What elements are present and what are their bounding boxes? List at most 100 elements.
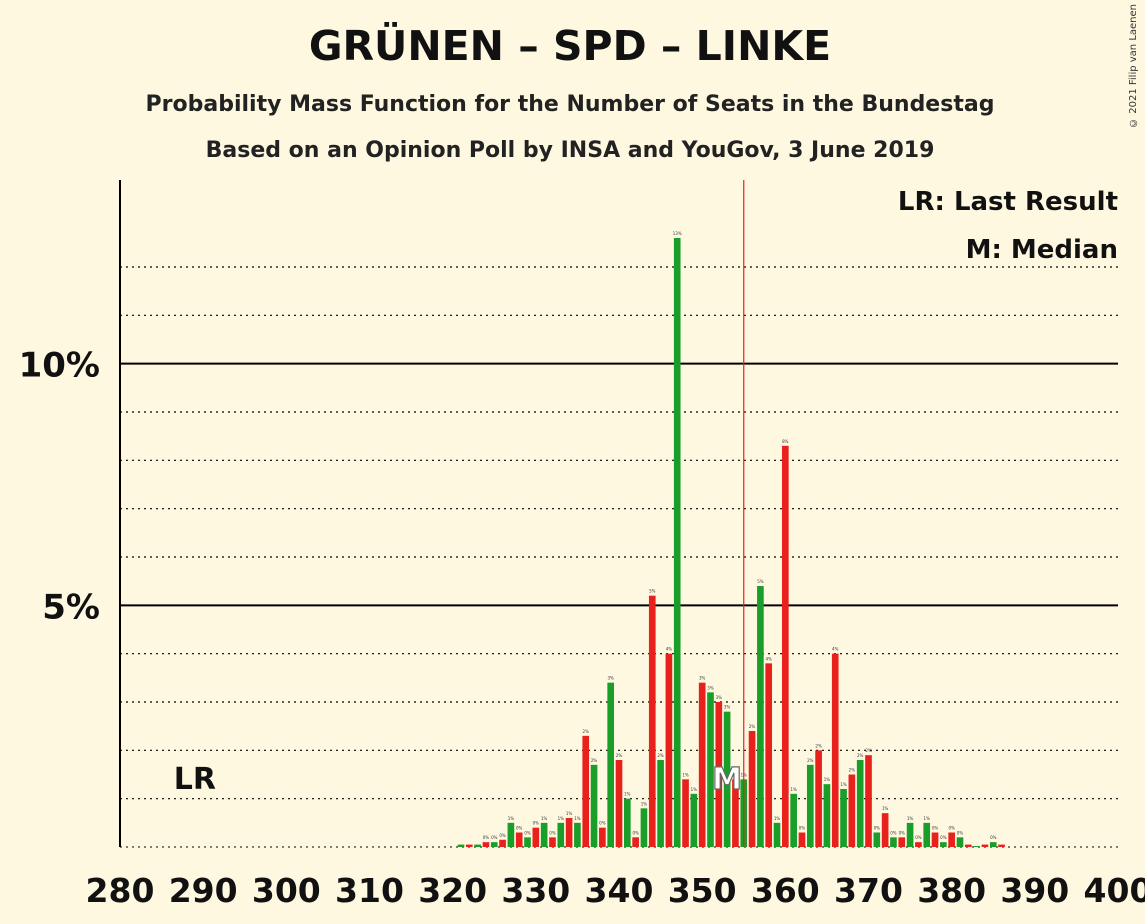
bar-label-378: 0% — [932, 826, 939, 831]
bar-label-338: 0% — [599, 821, 606, 826]
bar-red-340 — [615, 760, 623, 847]
bar-red-364 — [815, 750, 822, 847]
bar-label-372: 1% — [882, 806, 889, 811]
bar-label-379: 0% — [940, 835, 947, 840]
bar-green-351 — [707, 692, 714, 847]
bar-red-380 — [948, 832, 955, 847]
bar-label-358: 4% — [766, 656, 773, 661]
x-tick-label: 310 — [335, 871, 404, 910]
bar-red-344 — [648, 595, 656, 847]
bar-red-360 — [782, 445, 789, 847]
bar-green-329 — [524, 837, 531, 847]
bar-red-322 — [465, 844, 473, 847]
bar-label-368: 2% — [849, 768, 856, 773]
bar-label-367: 1% — [840, 782, 847, 787]
bar-green-349 — [690, 793, 698, 847]
bar-green-321 — [457, 844, 465, 847]
bar-green-369 — [856, 760, 864, 847]
bar-label-340: 2% — [616, 753, 623, 758]
bar-label-341: 1% — [624, 792, 631, 797]
bar-red-356 — [748, 731, 756, 847]
bar-label-362: 0% — [799, 826, 806, 831]
legend-median: M: Median — [966, 235, 1118, 265]
bar-red-376 — [915, 842, 922, 847]
bar-label-356: 2% — [749, 724, 756, 729]
bar-label-385: 0% — [990, 835, 997, 840]
bar-green-347 — [673, 238, 681, 847]
bar-label-346: 4% — [666, 647, 673, 652]
bar-green-357 — [757, 586, 764, 847]
bar-red-384 — [981, 844, 989, 847]
bar-red-326 — [499, 839, 506, 847]
bar-label-360: 8% — [782, 439, 789, 444]
bar-green-325 — [490, 842, 498, 847]
bar-label-377: 1% — [924, 816, 931, 821]
bar-label-328: 0% — [516, 826, 523, 831]
bar-red-386 — [998, 844, 1005, 847]
bar-green-327 — [507, 822, 515, 847]
bar-red-342 — [632, 837, 639, 847]
bar-red-368 — [848, 774, 856, 847]
bar-label-369: 2% — [857, 753, 864, 758]
bar-label-331: 1% — [541, 816, 548, 821]
bar-label-364: 2% — [815, 743, 822, 748]
legend-last-result: LR: Last Result — [898, 187, 1118, 217]
bar-label-343: 1% — [641, 801, 648, 806]
y-tick-label: 10% — [19, 346, 100, 386]
bar-red-354 — [732, 779, 739, 847]
bar-red-358 — [765, 663, 773, 847]
gridlines — [120, 266, 1118, 848]
bar-label-376: 0% — [915, 835, 922, 840]
bar-label-348: 1% — [682, 772, 689, 777]
bar-red-348 — [682, 779, 689, 847]
bar-label-365: 1% — [824, 777, 831, 782]
bar-red-372 — [881, 813, 889, 847]
bar-label-371: 0% — [874, 826, 881, 831]
bar-label-359: 1% — [774, 816, 781, 821]
bar-green-381 — [956, 837, 964, 847]
x-tick-label: 300 — [252, 871, 321, 910]
bar-label-333: 1% — [558, 816, 565, 821]
x-tick-label: 340 — [585, 871, 654, 910]
bar-label-352: 3% — [716, 695, 723, 700]
bar-label-327: 1% — [508, 816, 515, 821]
bar-label-350: 3% — [699, 676, 706, 681]
x-tick-label: 320 — [418, 871, 487, 910]
bar-label-373: 0% — [890, 830, 897, 835]
bar-green-339 — [607, 682, 615, 847]
bar-green-341 — [623, 798, 631, 847]
bar-green-337 — [590, 764, 598, 847]
bar-label-344: 5% — [649, 589, 656, 594]
bar-label-354: 1% — [732, 772, 739, 777]
bar-red-324 — [482, 842, 490, 847]
bar-label-339: 3% — [608, 676, 615, 681]
bar-label-335: 1% — [574, 816, 581, 821]
bar-red-350 — [698, 682, 706, 847]
bar-label-336: 2% — [583, 729, 590, 734]
bar-green-361 — [790, 793, 797, 847]
bar-green-323 — [474, 844, 481, 847]
bar-label-330: 0% — [533, 821, 540, 826]
bar-label-342: 0% — [632, 830, 639, 835]
chart-subtitle: Probability Mass Function for the Number… — [145, 92, 995, 117]
bar-label-357: 5% — [757, 579, 764, 584]
axes: 5% 10% 280 290 300 310 320 330 340 350 360 370 380 39… — [19, 180, 1145, 910]
bar-green-363 — [806, 764, 814, 847]
bar-red-352 — [715, 702, 723, 847]
chart-title: GRÜNEN – SPD – LINKE — [308, 22, 832, 70]
bar-green-343 — [640, 808, 648, 847]
bar-label-329: 0% — [524, 830, 531, 835]
bar-green-375 — [906, 822, 914, 847]
bar-label-325: 0% — [491, 835, 498, 840]
x-tick-label: 360 — [751, 871, 820, 910]
x-tick-label: 350 — [668, 871, 737, 910]
x-tick-label: 280 — [86, 871, 155, 910]
bar-label-347: 13% — [673, 231, 682, 236]
bar-label-375: 1% — [907, 816, 914, 821]
bar-label-380: 0% — [948, 826, 955, 831]
bar-green-365 — [823, 784, 831, 847]
bar-label-334: 1% — [566, 811, 573, 816]
bar-green-377 — [923, 822, 931, 847]
bar-label-363: 2% — [807, 758, 814, 763]
